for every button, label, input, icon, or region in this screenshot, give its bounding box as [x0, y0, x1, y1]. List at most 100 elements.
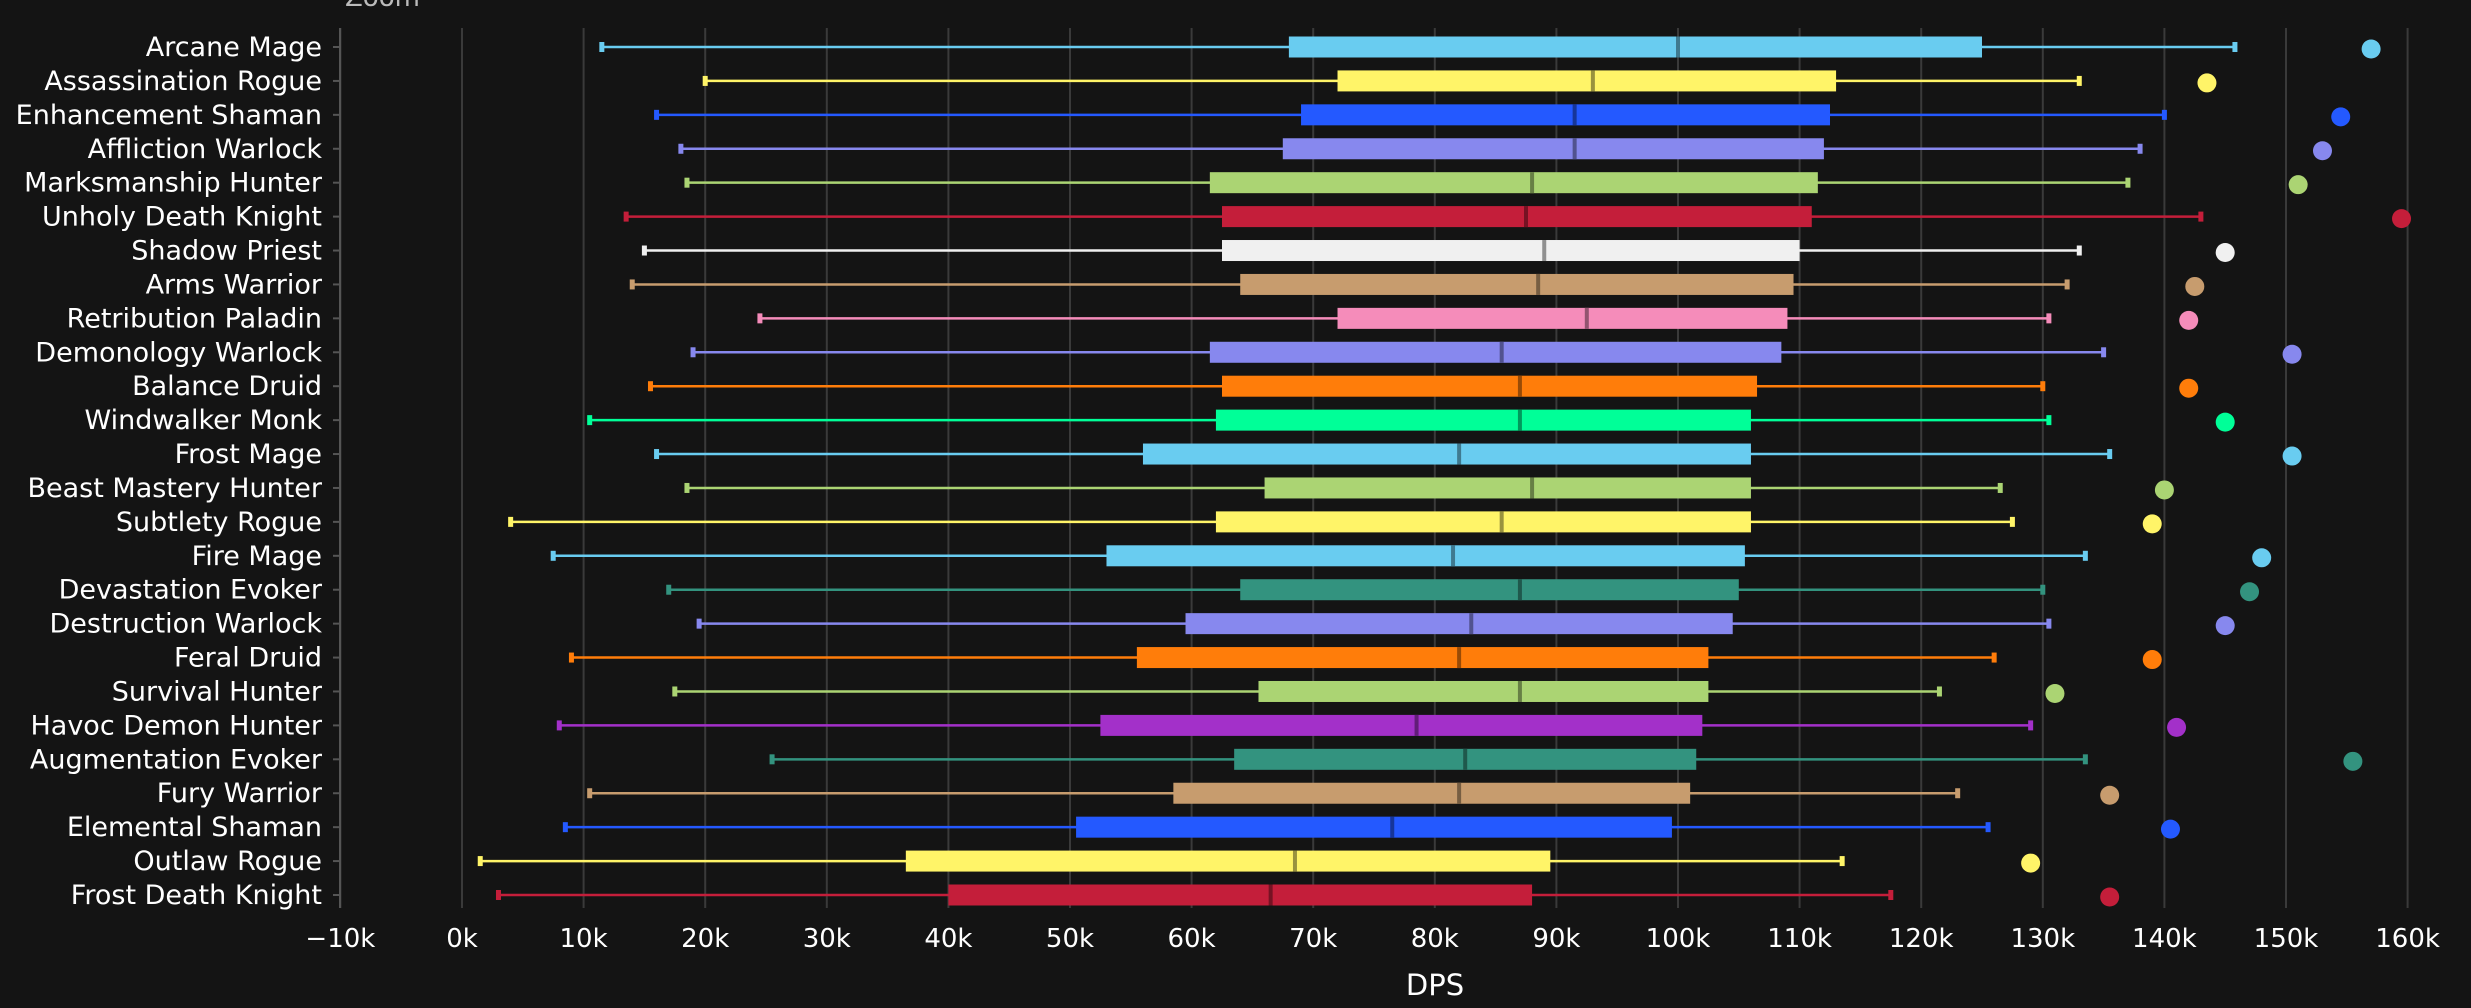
outlier-point: [2142, 514, 2162, 534]
class-label-outlaw-rogue: Outlaw Rogue: [133, 846, 322, 877]
whisker-cap-min: [666, 584, 672, 595]
median-mark: [1499, 341, 1504, 363]
iqr-box: [1100, 714, 1703, 736]
x-tick-label: 100k: [1646, 924, 1711, 954]
whisker-cap-max: [2064, 279, 2070, 290]
median-mark: [1584, 307, 1589, 329]
outlier-point: [2100, 887, 2120, 907]
median-mark: [1572, 138, 1577, 160]
x-tick-label: 90k: [1532, 924, 1580, 954]
x-axis-tick-labels: −10k 0k 10k 20k 30k 40k 50k 60k 70k 80k 90k 100k 110…: [305, 924, 2440, 954]
iqr-box: [1282, 138, 1824, 160]
outlier-point: [2240, 582, 2260, 602]
box-havoc-demon-hunter: [556, 714, 2187, 737]
x-tick-label: 80k: [1411, 924, 1459, 954]
box-feral-druid: [568, 647, 2162, 670]
iqr-box: [1106, 545, 1745, 567]
box-augmentation-evoker: [769, 748, 2363, 771]
outlier-point: [2021, 853, 2041, 873]
whisker-cap-max: [2107, 449, 2113, 460]
outlier-point: [2100, 785, 2120, 805]
box-affliction-warlock: [678, 138, 2332, 161]
whisker-cap-max: [2009, 516, 2015, 527]
x-tick-label: 10k: [560, 924, 608, 954]
median-mark: [1676, 36, 1680, 58]
x-tick-label: 20k: [681, 924, 729, 954]
outlier-point: [2179, 310, 2199, 330]
iqr-box: [1215, 511, 1751, 533]
iqr-box: [1215, 409, 1751, 431]
median-mark: [1390, 816, 1395, 838]
box-windwalker-monk: [587, 409, 2235, 432]
outlier-point: [2312, 141, 2332, 161]
whisker-cap-min: [477, 856, 483, 867]
iqr-box: [1240, 273, 1794, 295]
median-mark: [1457, 647, 1462, 669]
class-label-augmentation-evoker: Augmentation Evoker: [30, 744, 323, 775]
class-label-demonology-warlock: Demonology Warlock: [35, 337, 322, 368]
box-elemental-shaman: [562, 816, 2180, 839]
class-label-havoc-demon-hunter: Havoc Demon Hunter: [30, 710, 322, 741]
iqr-box: [1185, 613, 1733, 635]
iqr-box: [1222, 240, 1800, 262]
whisker-cap-max: [2040, 584, 2046, 595]
whisker-cap-min: [654, 109, 660, 120]
iqr-box: [948, 884, 1533, 906]
iqr-box: [1288, 36, 1982, 58]
median-mark: [1517, 375, 1522, 397]
class-label-fire-mage: Fire Mage: [192, 541, 322, 572]
class-label-marksmanship-hunter: Marksmanship Hunter: [24, 168, 323, 199]
whisker-cap-min: [672, 686, 678, 697]
whisker-cap-min: [623, 211, 629, 222]
whisker-cap-min: [769, 754, 775, 765]
x-tick-label: 110k: [1767, 924, 1832, 954]
median-mark: [1572, 104, 1577, 126]
whisker-cap-min: [568, 652, 574, 663]
whisker-cap-max: [2101, 347, 2107, 358]
box-arcane-mage: [599, 36, 2381, 59]
outlier-point: [2197, 73, 2217, 93]
class-label-unholy-death-knight: Unholy Death Knight: [42, 202, 322, 233]
x-axis-title: DPS: [1406, 968, 1464, 1002]
outlier-point: [2142, 650, 2162, 670]
x-tick-label: 0k: [446, 924, 478, 954]
median-mark: [1517, 579, 1522, 601]
whisker-cap-min: [556, 720, 562, 731]
median-mark: [1268, 884, 1273, 906]
median-mark: [1451, 545, 1456, 567]
class-label-frost-death-knight: Frost Death Knight: [71, 880, 322, 911]
box-fire-mage: [550, 545, 2272, 568]
x-tick-label: 150k: [2254, 924, 2319, 954]
whisker-cap-min: [550, 550, 556, 561]
iqr-box: [1240, 579, 1739, 601]
whisker-cap-max: [2198, 211, 2204, 222]
whisker-cap-max: [1991, 652, 1997, 663]
outlier-point: [2215, 616, 2235, 636]
box-devastation-evoker: [666, 579, 2260, 602]
median-mark: [1590, 70, 1595, 92]
class-label-destruction-warlock: Destruction Warlock: [49, 609, 322, 640]
whisker-cap-max: [2082, 754, 2088, 765]
whisker-cap-max: [1839, 856, 1845, 867]
iqr-box: [1142, 443, 1751, 465]
box-series: [477, 36, 2412, 907]
outlier-point: [2045, 683, 2065, 703]
whisker-cap-min: [587, 415, 593, 426]
median-mark: [1457, 782, 1462, 804]
whisker-cap-max: [2076, 245, 2082, 256]
whisker-cap-max: [2076, 75, 2082, 86]
whisker-cap-min: [508, 516, 514, 527]
box-demonology-warlock: [690, 341, 2302, 364]
box-survival-hunter: [672, 680, 2065, 703]
zoom-label[interactable]: Zoom: [345, 0, 420, 13]
median-mark: [1517, 409, 1522, 431]
median-mark: [1530, 477, 1535, 499]
box-fury-warrior: [587, 782, 2120, 805]
box-outlaw-rogue: [477, 850, 2041, 873]
class-label-arcane-mage: Arcane Mage: [146, 32, 322, 63]
iqr-box: [905, 850, 1551, 872]
class-label-retribution-paladin: Retribution Paladin: [67, 303, 322, 334]
class-label-windwalker-monk: Windwalker Monk: [84, 405, 322, 436]
box-balance-druid: [647, 375, 2199, 398]
